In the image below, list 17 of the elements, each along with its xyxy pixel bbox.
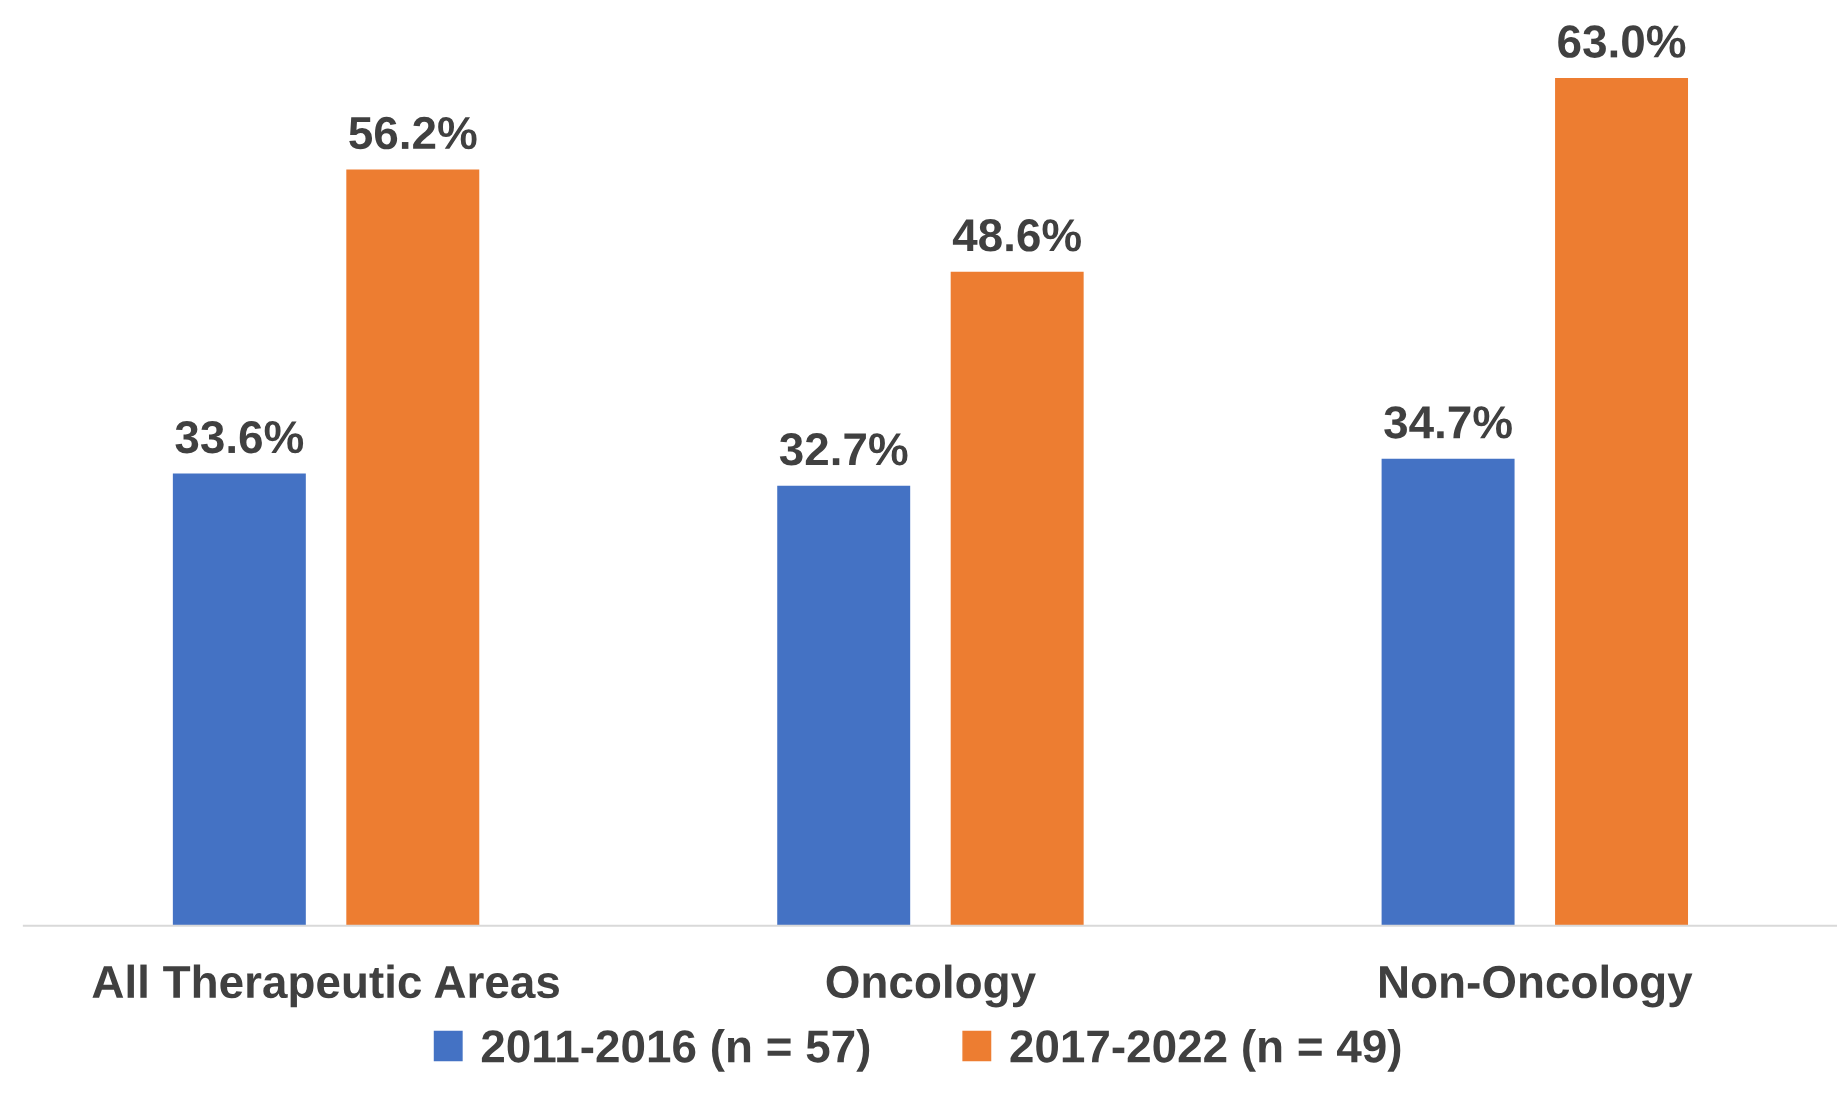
data-label: 33.6%: [175, 420, 304, 454]
bar: [1381, 458, 1515, 926]
x-tick-label: All Therapeutic Areas: [92, 964, 559, 1008]
data-label: 34.7%: [1384, 406, 1512, 439]
data-label: 56.2%: [349, 116, 477, 150]
data-label: 48.6%: [952, 219, 1081, 252]
bar: [1555, 77, 1689, 926]
bar: [172, 473, 306, 926]
x-tick-label: Oncology: [826, 964, 1036, 1008]
data-label: 63.0%: [1558, 25, 1686, 58]
legend-label: 2017-2022 (n = 49): [1010, 1029, 1401, 1072]
bar: [346, 169, 480, 926]
bar: [950, 271, 1084, 926]
legend-label: 2011-2016 (n = 57): [481, 1029, 870, 1072]
bar: [777, 485, 911, 926]
data-label: 32.7%: [779, 433, 908, 466]
x-tick-label: Non-Oncology: [1380, 964, 1693, 1008]
